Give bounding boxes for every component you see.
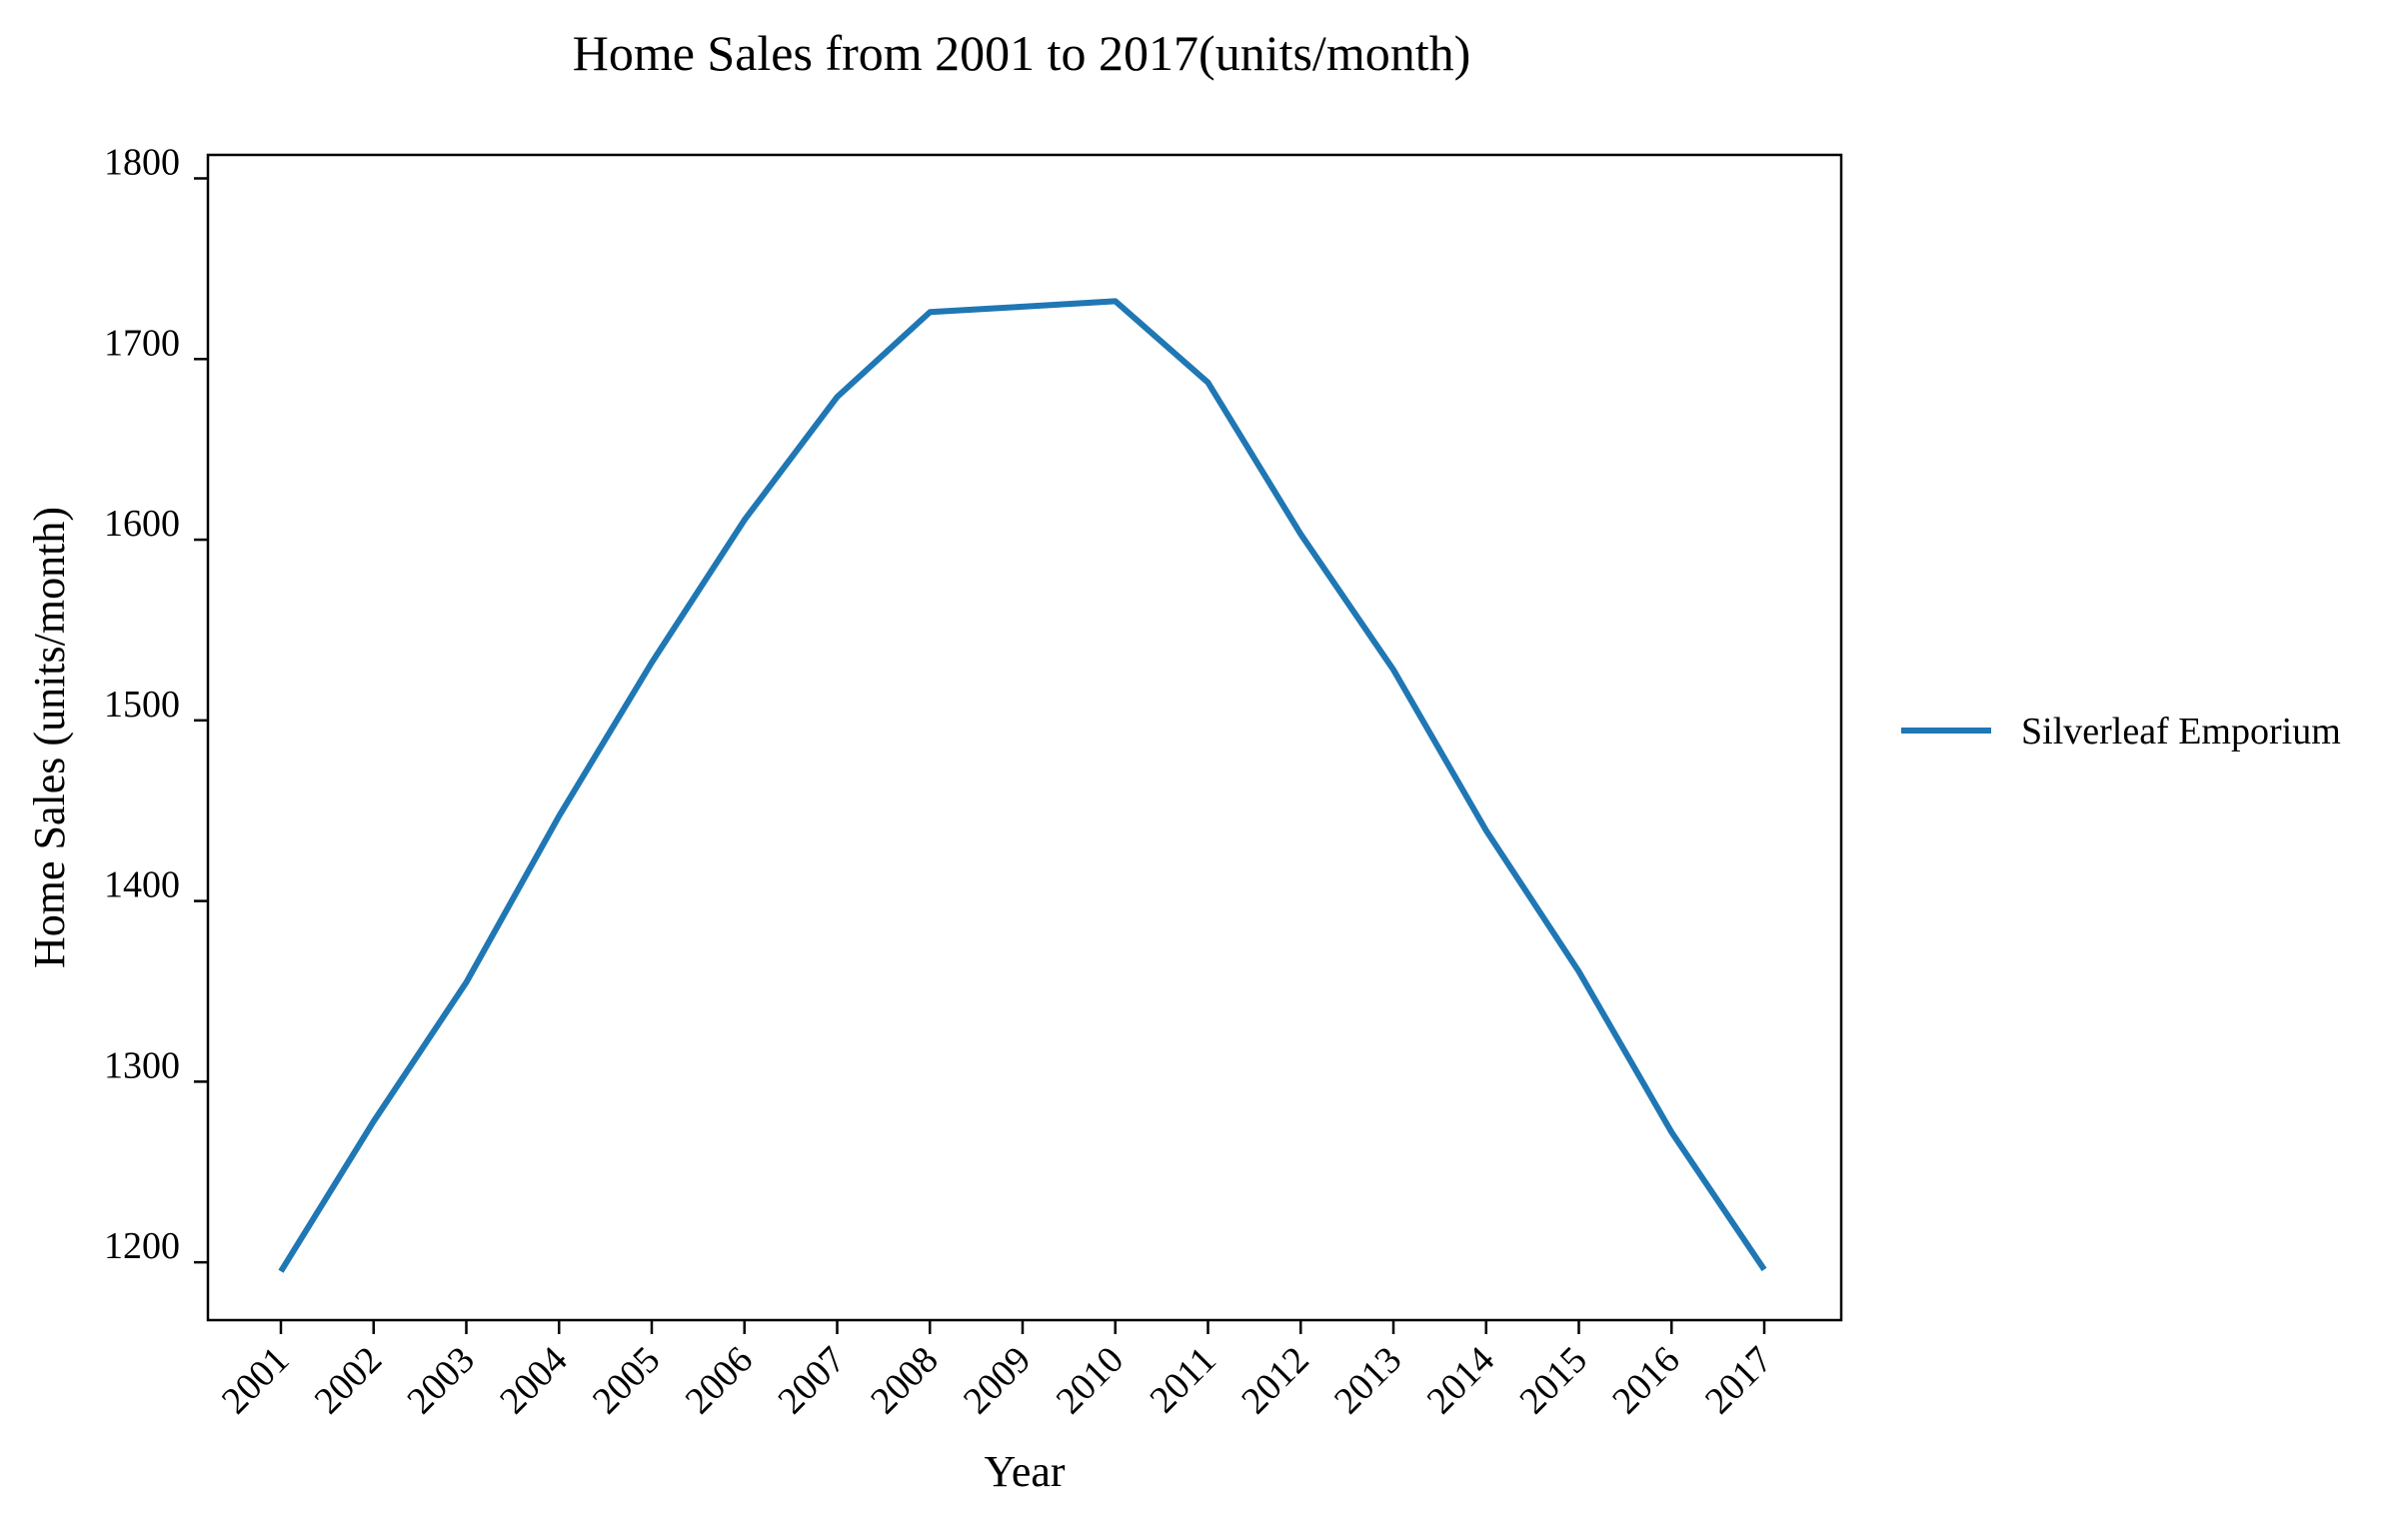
series-line-0 (278, 298, 1767, 1273)
y-tick-label: 1800 (104, 142, 180, 184)
data-point (1761, 1266, 1767, 1272)
series-layer (278, 298, 1767, 1274)
x-tick-label: 2016 (1604, 1339, 1687, 1422)
data-point (1205, 380, 1211, 386)
x-tick-label: 2007 (770, 1339, 853, 1422)
y-tick-label: 1200 (104, 1225, 180, 1267)
x-tick-label: 2015 (1511, 1339, 1594, 1422)
x-axis: 2001 2002 2003 2004 2005 2006 2007 2008 2009 2010… (214, 1320, 1780, 1422)
chart-title: Home Sales from 2001 to 2017(units/month… (573, 25, 1471, 81)
y-tick-label: 1700 (104, 322, 180, 364)
data-point (835, 394, 841, 400)
x-tick-label: 2013 (1326, 1339, 1409, 1422)
data-point (649, 660, 655, 666)
x-tick-label: 2017 (1697, 1339, 1780, 1422)
x-tick-label: 2009 (956, 1339, 1039, 1422)
data-point (742, 517, 748, 523)
data-point (371, 1118, 377, 1124)
legend-label: Silverleaf Emporium (2021, 711, 2341, 753)
x-tick-label: 2005 (585, 1339, 668, 1422)
data-point (927, 309, 933, 315)
data-point (1020, 304, 1026, 310)
data-point (464, 979, 470, 985)
x-tick-label: 2008 (863, 1339, 946, 1422)
y-tick-label: 1400 (104, 864, 180, 906)
data-point (1390, 667, 1396, 673)
x-axis-label: Year (984, 1447, 1065, 1496)
legend: Silverleaf Emporium (1901, 711, 2341, 753)
data-point (1576, 968, 1582, 974)
y-axis-label: Home Sales (units/month) (25, 507, 74, 968)
x-tick-label: 2010 (1049, 1339, 1132, 1422)
data-point (1483, 827, 1489, 833)
y-axis: 1200 1300 1400 1500 1600 1700 1800 (104, 142, 208, 1267)
x-tick-label: 2006 (678, 1339, 761, 1422)
data-point (278, 1268, 284, 1274)
data-point (556, 813, 562, 819)
x-tick-label: 2002 (307, 1339, 390, 1422)
data-point (1113, 298, 1119, 304)
data-point (1297, 532, 1303, 538)
data-point (1668, 1129, 1674, 1135)
x-tick-label: 2003 (399, 1339, 482, 1422)
x-tick-label: 2001 (214, 1339, 297, 1422)
y-tick-label: 1600 (104, 503, 180, 545)
plot-area-frame (206, 153, 1843, 1322)
y-tick-label: 1300 (104, 1044, 180, 1086)
x-tick-label: 2011 (1142, 1339, 1223, 1421)
x-tick-label: 2004 (492, 1339, 575, 1422)
y-tick-label: 1500 (104, 684, 180, 726)
x-tick-label: 2012 (1233, 1339, 1316, 1422)
x-tick-label: 2014 (1419, 1339, 1502, 1422)
